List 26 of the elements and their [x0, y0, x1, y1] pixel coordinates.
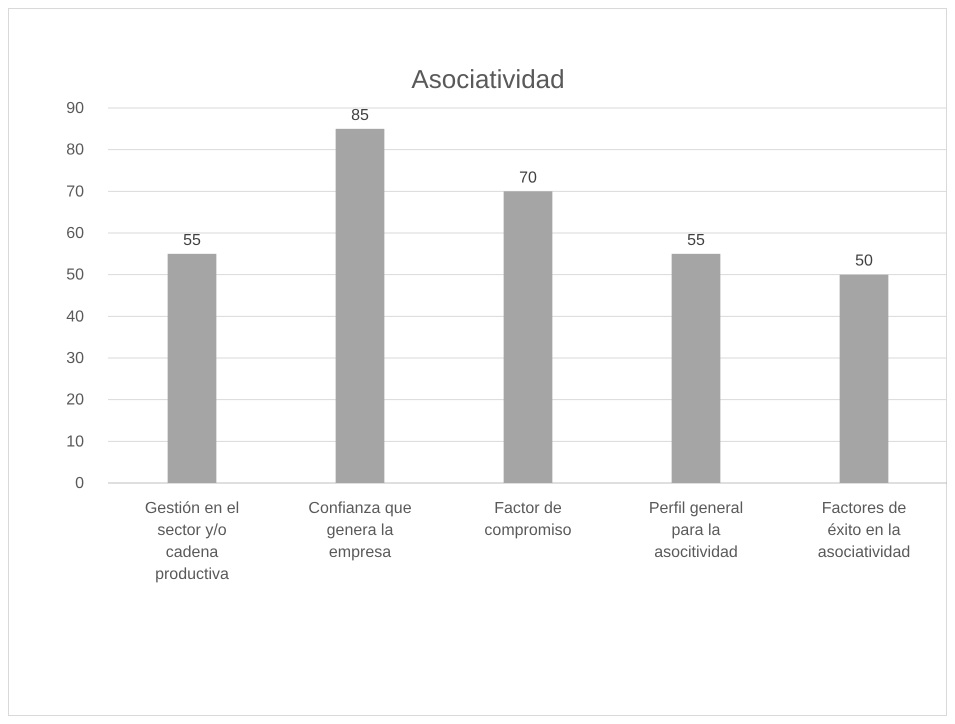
y-tick-label: 30: [66, 350, 84, 367]
y-tick-label: 60: [66, 225, 84, 242]
bar: [840, 274, 888, 483]
chart-title: Asociatividad: [411, 64, 565, 94]
bar: [504, 191, 552, 483]
y-tick-label: 90: [66, 100, 84, 117]
x-tick-label: Gestión en el sector y/o cadena productiva: [144, 500, 240, 583]
y-tick-label: 50: [66, 266, 84, 284]
x-tick-label: Factores de éxito en la asociatividad: [818, 500, 910, 561]
data-label: 85: [351, 106, 369, 124]
x-tick-label: Factor de compromiso: [484, 500, 572, 539]
y-tick-label: 40: [66, 308, 84, 326]
bar: [336, 128, 384, 483]
y-tick-label: 20: [66, 392, 84, 409]
data-label: 55: [687, 232, 705, 249]
x-tick-label: Confianza que genera la empresa: [308, 500, 412, 561]
y-tick-label: 70: [66, 183, 84, 200]
bar: [672, 254, 720, 483]
y-tick-label: 80: [66, 142, 84, 159]
y-tick-label: 0: [75, 475, 84, 492]
data-label: 70: [519, 169, 537, 186]
x-tick-label: Perfil general para la asocitividad: [648, 500, 744, 561]
bar: [168, 254, 216, 483]
data-label: 50: [855, 252, 873, 270]
y-tick-label: 10: [66, 433, 84, 450]
data-label: 55: [183, 232, 201, 249]
